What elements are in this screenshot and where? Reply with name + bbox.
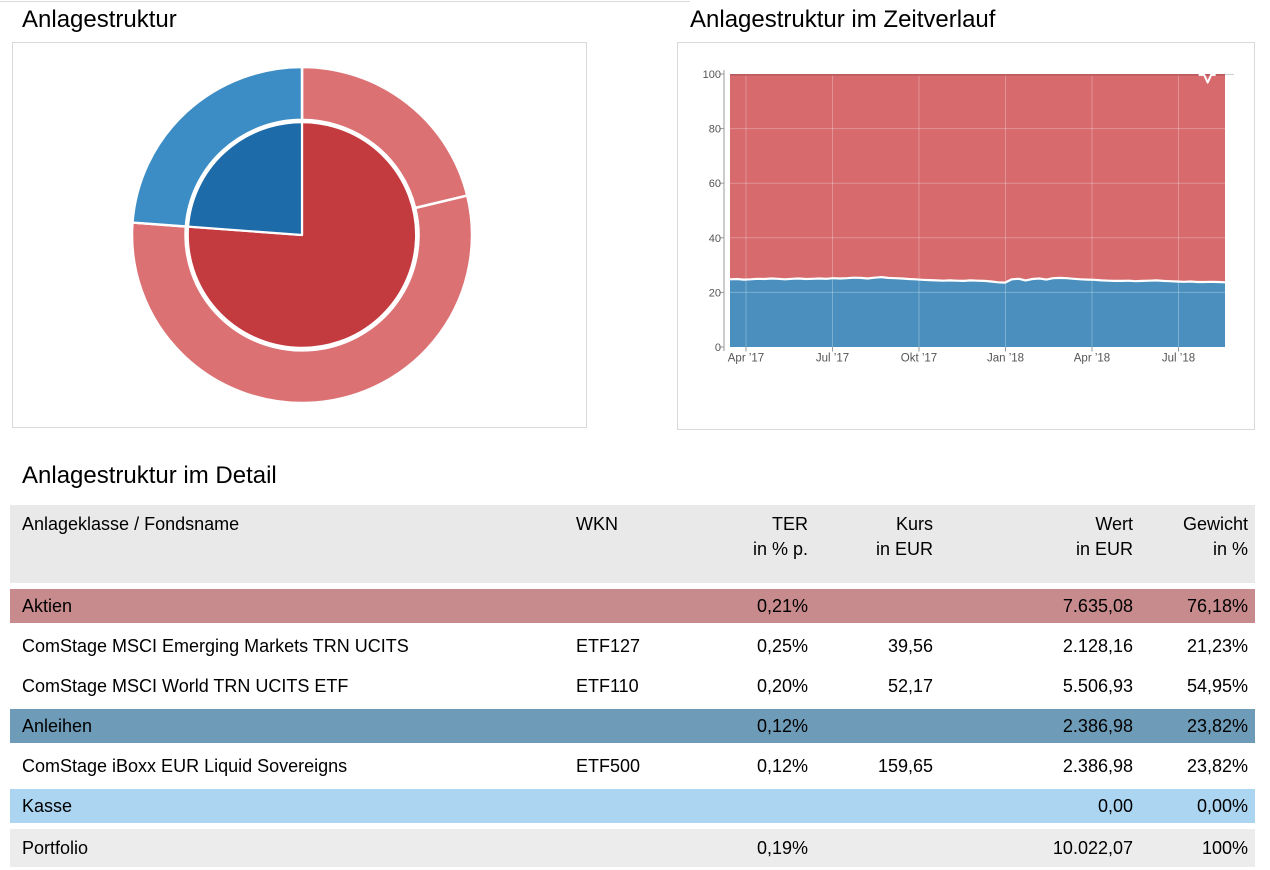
table-row-portfolio: Portfolio 0,19% 10.022,07 100% bbox=[10, 829, 1255, 867]
table-row-kasse: Kasse 0,00 0,00% bbox=[10, 789, 1255, 823]
table-cell-gewicht: 54,95% bbox=[1186, 676, 1248, 696]
table-cell-ter: 0,25% bbox=[756, 636, 808, 656]
table-cell-kurs: 39,56 bbox=[887, 636, 933, 656]
pie-chart-panel bbox=[12, 42, 587, 428]
table-cell-wkn: ETF127 bbox=[576, 636, 641, 656]
table-cell-wert: 2.386,98 bbox=[1062, 716, 1133, 736]
table-cell-gewicht: 21,23% bbox=[1186, 636, 1248, 656]
column-header: Wert in EUR bbox=[1075, 514, 1133, 559]
area-chart-title: Anlagestruktur im Zeitverlauf bbox=[690, 6, 996, 33]
table-cell-ter bbox=[665, 789, 810, 823]
table-cell-wert: 0,00 bbox=[1097, 796, 1133, 816]
column-header: TER in % p. bbox=[752, 514, 808, 559]
table-cell-name: Anleihen bbox=[22, 716, 93, 736]
y-axis-tick-label: 40 bbox=[709, 233, 721, 245]
table-row-fund: ComStage iBoxx EUR Liquid Sovereigns ETF5… bbox=[10, 749, 1255, 783]
table-cell-wkn bbox=[570, 589, 665, 623]
area-chart-panel: 0 20 40 60 80 100 Apr ’17 Jul ’17 Okt ’17 Jan ’18… bbox=[677, 42, 1255, 430]
y-axis-tick-label: 80 bbox=[709, 124, 721, 136]
table-cell-kurs bbox=[810, 829, 935, 867]
table-cell-name: Portfolio bbox=[22, 838, 89, 858]
y-axis-tick-label: 100 bbox=[703, 69, 721, 81]
table-section-title: Anlagestruktur im Detail bbox=[22, 462, 277, 489]
x-axis-tick-label: Apr ’17 bbox=[728, 353, 764, 365]
x-axis-tick-label: Jul ’18 bbox=[1162, 353, 1195, 365]
table-cell-kurs: 159,65 bbox=[877, 756, 933, 776]
detail-table: Anlageklasse / Fondsname WKN TER in % p. Kur… bbox=[10, 505, 1255, 867]
table-cell-kurs bbox=[810, 589, 935, 623]
table-cell-gewicht: 23,82% bbox=[1186, 716, 1248, 736]
pie-chart-title: Anlagestruktur bbox=[22, 6, 177, 33]
table-cell-ter: 0,20% bbox=[756, 676, 808, 696]
y-axis-tick-label: 0 bbox=[715, 342, 721, 354]
table-row-anleihen: Anleihen 0,12% 2.386,98 23,82% bbox=[10, 709, 1255, 743]
column-header: Kurs in EUR bbox=[875, 514, 933, 559]
table-cell-wert: 5.506,93 bbox=[1062, 676, 1133, 696]
table-cell-kurs bbox=[810, 789, 935, 823]
x-axis-tick-label: Jul ’17 bbox=[816, 353, 849, 365]
table-cell-wkn bbox=[570, 789, 665, 823]
column-header: WKN bbox=[576, 514, 618, 534]
x-axis-tick-label: Okt ’17 bbox=[901, 353, 937, 365]
table-cell-gewicht: 76,18% bbox=[1186, 596, 1248, 616]
table-row-fund: ComStage MSCI Emerging Markets TRN UCITS… bbox=[10, 629, 1255, 663]
column-header: Gewicht in % bbox=[1182, 514, 1248, 559]
x-axis-tick-label: Apr ’18 bbox=[1074, 353, 1110, 365]
table-cell-wkn: ETF110 bbox=[576, 676, 639, 696]
table-cell-wkn bbox=[570, 829, 665, 867]
table-cell-ter: 0,12% bbox=[756, 716, 808, 736]
table-cell-wert: 7.635,08 bbox=[1062, 596, 1133, 616]
table-cell-ter: 0,12% bbox=[756, 756, 808, 776]
table-row-aktien: Aktien 0,21% 7.635,08 76,18% bbox=[10, 589, 1255, 623]
table-cell-name: ComStage iBoxx EUR Liquid Sovereigns bbox=[22, 756, 348, 776]
table-cell-gewicht: 0,00% bbox=[1196, 796, 1248, 816]
table-cell-ter: 0,19% bbox=[756, 838, 808, 858]
table-cell-wkn: ETF500 bbox=[576, 756, 641, 776]
table-cell-wert: 2.386,98 bbox=[1062, 756, 1133, 776]
table-row-fund: ComStage MSCI World TRN UCITS ETF ETF110 0… bbox=[10, 669, 1255, 703]
allocation-history-chart: 0 20 40 60 80 100 Apr ’17 Jul ’17 Okt ’17 Jan ’18… bbox=[703, 69, 1234, 365]
table-cell-wert: 10.022,07 bbox=[1052, 838, 1133, 858]
table-header-row: Anlageklasse / Fondsname WKN TER in % p. Kur… bbox=[10, 505, 1255, 583]
x-axis-tick-label: Jan ’18 bbox=[987, 353, 1024, 365]
table-cell-wert: 2.128,16 bbox=[1062, 636, 1133, 656]
top-hairline bbox=[0, 1, 690, 2]
table-cell-name: Kasse bbox=[22, 796, 73, 816]
allocation-donut-chart bbox=[130, 65, 474, 405]
y-axis-tick-label: 60 bbox=[709, 178, 721, 190]
table-cell-gewicht: 100% bbox=[1201, 838, 1248, 858]
table-cell-gewicht: 23,82% bbox=[1186, 756, 1248, 776]
table-cell-name: ComStage MSCI World TRN UCITS ETF bbox=[22, 676, 349, 696]
table-cell-kurs bbox=[810, 709, 935, 743]
table-cell-kurs: 52,17 bbox=[887, 676, 933, 696]
y-axis-tick-label: 20 bbox=[709, 287, 721, 299]
table-cell-name: ComStage MSCI Emerging Markets TRN UCITS bbox=[22, 636, 409, 656]
table-cell-name: Aktien bbox=[22, 596, 73, 616]
table-cell-ter: 0,21% bbox=[756, 596, 808, 616]
column-header: Anlageklasse / Fondsname bbox=[22, 514, 240, 534]
table-cell-wkn bbox=[570, 709, 665, 743]
